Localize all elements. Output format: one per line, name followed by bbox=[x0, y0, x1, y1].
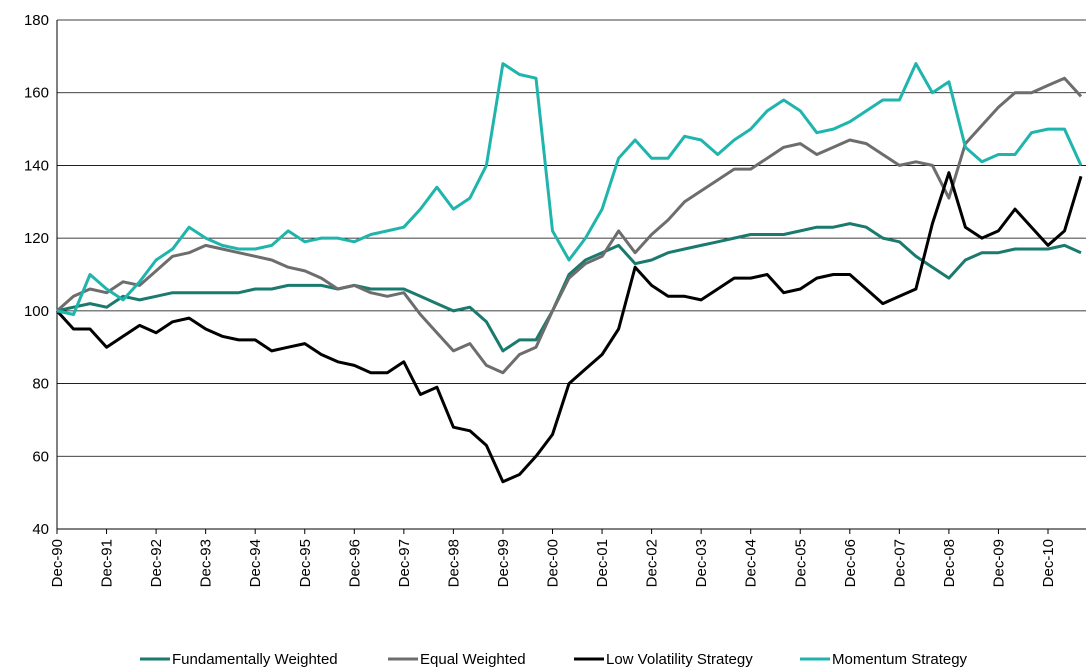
x-tick-label: Dec-05 bbox=[792, 539, 809, 587]
y-tick-label: 80 bbox=[32, 376, 49, 393]
x-tick-label: Dec-04 bbox=[743, 539, 760, 587]
x-tick-label: Dec-96 bbox=[346, 539, 363, 587]
legend-label: Fundamentally Weighted bbox=[172, 651, 338, 668]
x-tick-label: Dec-01 bbox=[594, 539, 611, 587]
x-tick-label: Dec-08 bbox=[941, 539, 958, 587]
y-tick-label: 60 bbox=[32, 448, 49, 465]
x-tick-label: Dec-93 bbox=[198, 539, 215, 587]
x-tick-label: Dec-94 bbox=[247, 539, 264, 587]
x-tick-label: Dec-07 bbox=[891, 539, 908, 587]
y-tick-label: 180 bbox=[24, 12, 49, 29]
y-tick-label: 120 bbox=[24, 230, 49, 247]
x-tick-label: Dec-91 bbox=[99, 539, 116, 587]
series-line bbox=[56, 62, 1083, 316]
x-tick-label: Dec-90 bbox=[49, 539, 66, 587]
x-tick-label: Dec-03 bbox=[693, 539, 710, 587]
x-tick-label: Dec-06 bbox=[842, 539, 859, 587]
y-tick-label: 100 bbox=[24, 303, 49, 320]
x-tick-label: Dec-97 bbox=[396, 539, 413, 587]
series-line bbox=[56, 222, 1082, 353]
x-tick-label: Dec-09 bbox=[990, 539, 1007, 587]
x-tick-label: Dec-95 bbox=[297, 539, 314, 587]
y-tick-label: 160 bbox=[24, 85, 49, 102]
x-tick-label: Dec-99 bbox=[495, 539, 512, 587]
legend-label: Low Volatility Strategy bbox=[606, 651, 753, 668]
x-tick-label: Dec-10 bbox=[1040, 539, 1057, 587]
y-tick-label: 40 bbox=[32, 521, 49, 538]
x-tick-label: Dec-02 bbox=[644, 539, 661, 587]
legend-label: Equal Weighted bbox=[420, 651, 526, 668]
x-tick-label: Dec-00 bbox=[545, 539, 562, 587]
series-line bbox=[56, 76, 1083, 375]
series-line bbox=[55, 171, 1083, 484]
y-tick-label: 140 bbox=[24, 157, 49, 174]
x-tick-label: Dec-98 bbox=[445, 539, 462, 587]
legend-label: Momentum Strategy bbox=[832, 651, 968, 668]
x-tick-label: Dec-92 bbox=[148, 539, 165, 587]
